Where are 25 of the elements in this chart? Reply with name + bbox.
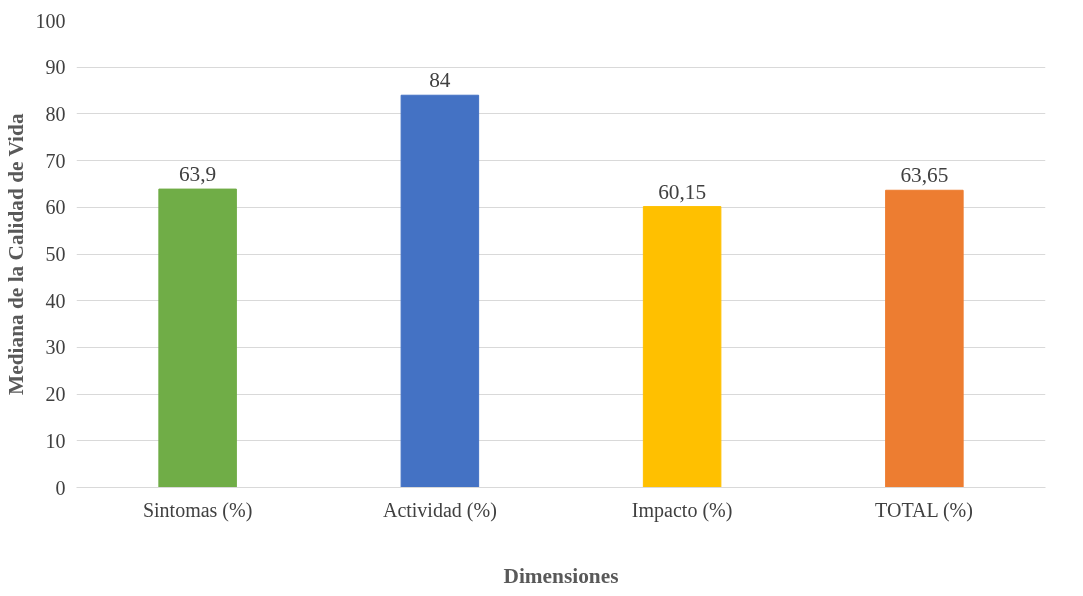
data-label: 63,65 xyxy=(900,163,949,188)
x-tick-label: TOTAL (%) xyxy=(875,498,973,522)
x-tick-label: Impacto (%) xyxy=(631,498,733,522)
y-tick-label: 30 xyxy=(45,336,66,359)
bar xyxy=(885,189,964,488)
x-axis-title: Dimensiones xyxy=(503,563,619,588)
y-axis-title: Mediana de la Calidad de Vida xyxy=(3,113,28,395)
x-tick-label: Sintomas (%) xyxy=(142,498,253,522)
y-tick-label: 10 xyxy=(45,429,66,452)
data-label: 84 xyxy=(429,68,451,93)
bar xyxy=(158,188,237,488)
y-tick-label: 70 xyxy=(45,149,66,172)
bar xyxy=(642,206,722,488)
y-tick-label: 60 xyxy=(45,196,66,219)
y-tick-label: 40 xyxy=(45,289,66,312)
y-tick-label: 80 xyxy=(45,102,66,125)
x-tick-label: Actividad (%) xyxy=(382,498,497,522)
bar xyxy=(400,94,480,488)
y-tick-label: 50 xyxy=(45,243,66,265)
y-tick-label: 100 xyxy=(35,9,66,32)
y-tick-label: 0 xyxy=(55,476,66,499)
data-label: 63,9 xyxy=(178,162,217,187)
data-label: 60,15 xyxy=(658,179,707,204)
y-tick-label: 20 xyxy=(45,383,66,406)
y-tick-label: 90 xyxy=(45,56,66,79)
